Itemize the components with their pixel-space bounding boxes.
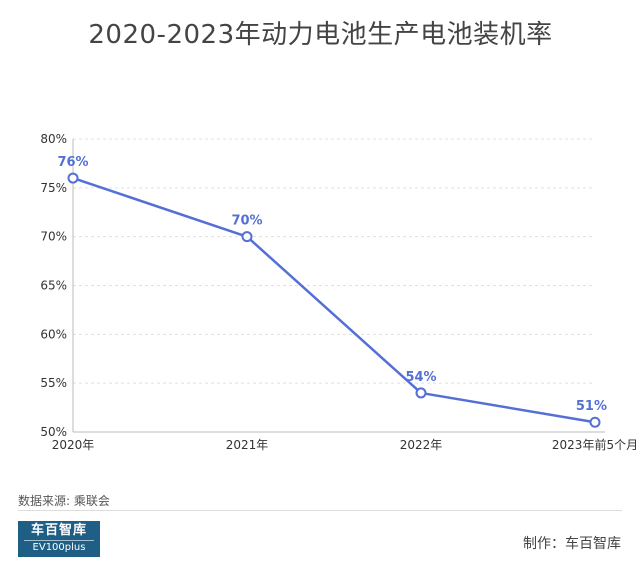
y-tick-label: 50% bbox=[40, 425, 67, 439]
data-point bbox=[241, 231, 253, 243]
y-tick-label: 60% bbox=[40, 327, 67, 341]
x-tick-label: 2021年 bbox=[226, 438, 269, 452]
data-point bbox=[415, 387, 427, 399]
y-tick-label: 55% bbox=[40, 376, 67, 390]
data-label: 51% bbox=[576, 399, 607, 414]
series-line bbox=[72, 176, 596, 424]
data-point bbox=[67, 172, 79, 184]
y-tick-label: 75% bbox=[40, 181, 67, 195]
y-tick-label: 65% bbox=[40, 279, 67, 293]
line-chart: 50% 55% 60% 65% 70% 75% 80% 2020年 2021年 2022年 2023… bbox=[40, 132, 638, 452]
footer-divider bbox=[18, 510, 622, 511]
x-tick-label: 2023年前5个月 bbox=[552, 437, 638, 452]
y-tick-label: 70% bbox=[40, 230, 67, 244]
data-label: 76% bbox=[57, 155, 88, 170]
data-source: 数据来源: 乘联会 bbox=[18, 494, 110, 508]
x-tick-label: 2020年 bbox=[52, 438, 95, 452]
data-label: 54% bbox=[405, 370, 436, 385]
brand-logo: 车百智库 EV100plus bbox=[18, 521, 100, 557]
credit-text: 制作：车百智库 bbox=[523, 536, 621, 552]
data-point bbox=[589, 416, 601, 428]
logo-chinese-text: 车百智库 bbox=[30, 523, 87, 538]
data-label: 70% bbox=[231, 214, 262, 229]
y-tick-label: 80% bbox=[40, 132, 67, 146]
x-tick-label: 2022年 bbox=[400, 438, 443, 452]
logo-english-text: EV100plus bbox=[24, 540, 94, 555]
chart-title: 2020-2023年动力电池生产电池装机率 bbox=[88, 20, 553, 50]
